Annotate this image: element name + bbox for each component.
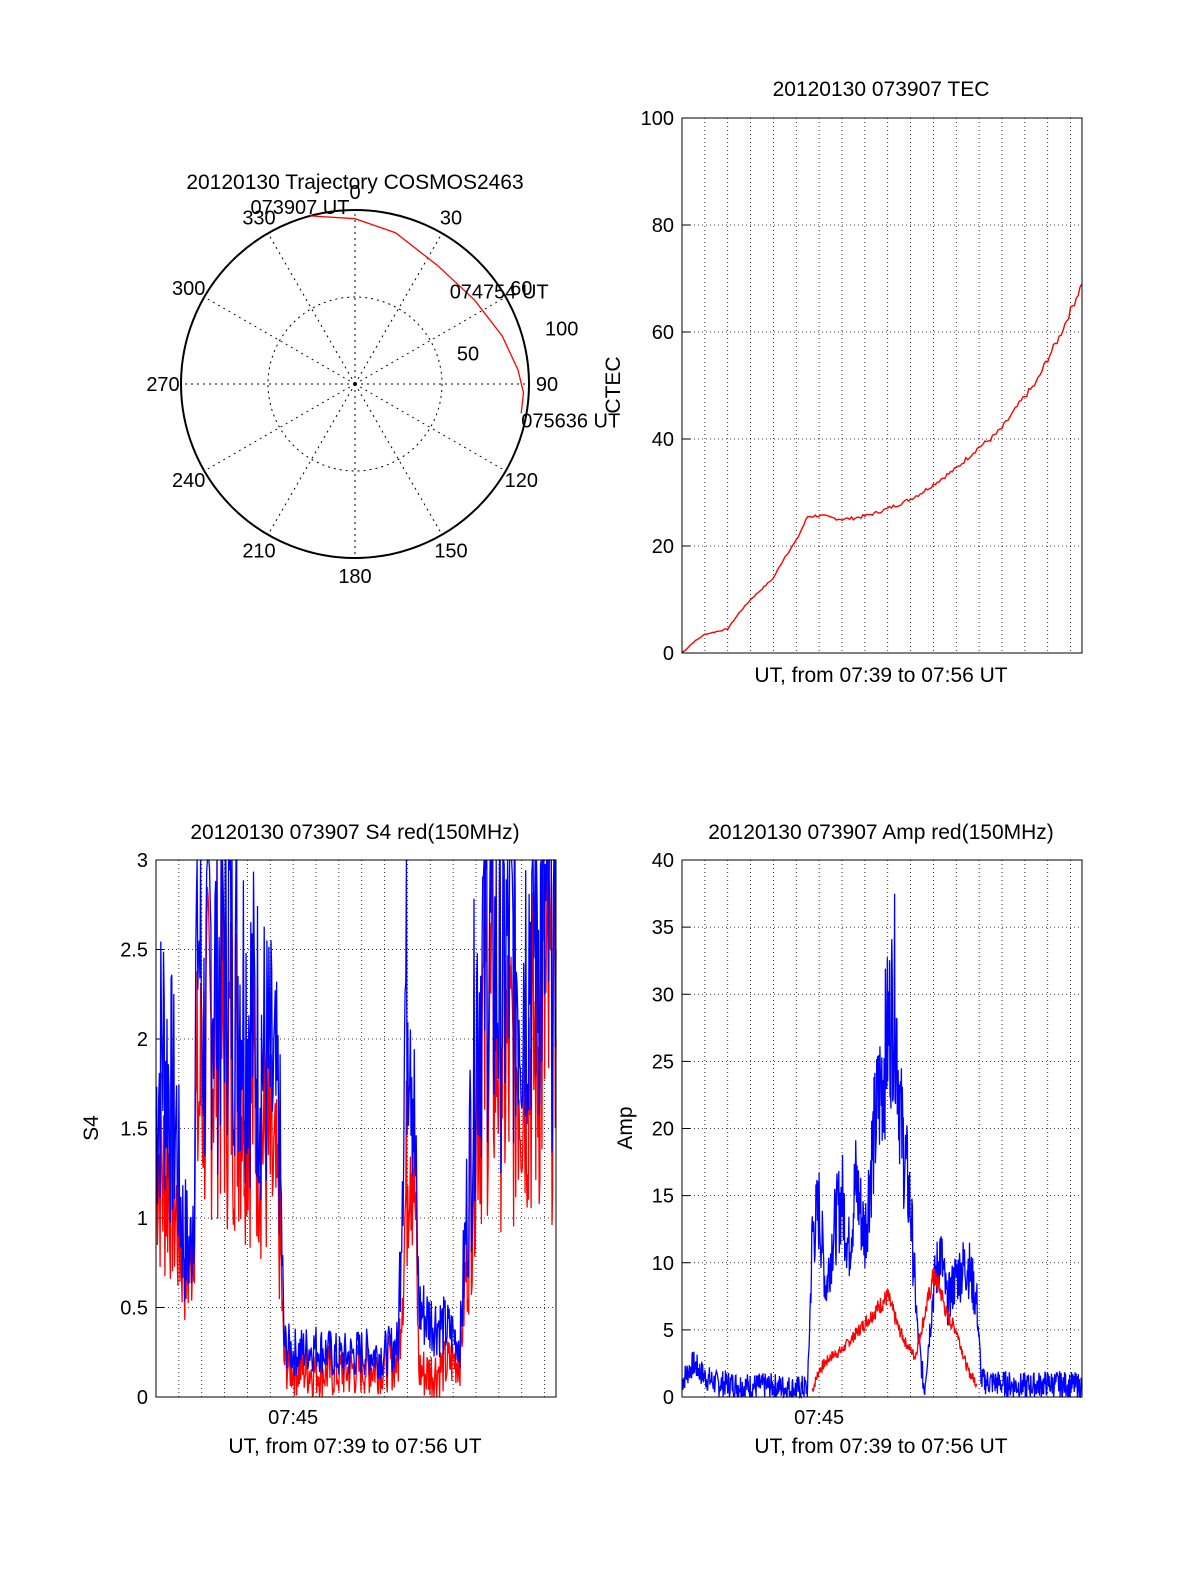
polar-radial-label-100: 100 [545, 319, 578, 341]
polar-azimuth-label-120: 120 [505, 470, 538, 492]
polar-radial-label-50: 50 [457, 344, 479, 366]
polar-inner-ring [267, 296, 443, 472]
tec-grid [682, 118, 1082, 653]
polar-azimuth-label-0: 0 [349, 182, 360, 204]
polar-spoke-210 [267, 383, 356, 535]
y-tick-label: 60 [652, 322, 674, 344]
polar-outer-ring [180, 209, 530, 559]
y-tick-label: 100 [641, 108, 674, 130]
s4-panel: 20120130 073907 S4 red(150MHz) 0 0.5 1 1.5 2… [80, 821, 557, 1458]
s4-xlabel: UT, from 07:39 to 07:56 UT [228, 1435, 481, 1458]
polar-azimuth-label-60: 60 [510, 278, 532, 300]
tec-ylabel: CTEC [602, 356, 625, 413]
s4-x-ticks: 07:45 [268, 1407, 318, 1429]
amp-frame [681, 859, 1083, 1398]
x-tick-label: 07:45 [268, 1407, 318, 1429]
polar-azimuth-label-180: 180 [338, 566, 371, 588]
y-tick-label: 40 [652, 429, 674, 451]
polar-spoke-150 [354, 383, 443, 535]
polar-azimuth-labels: 0 30 60 90 120 150 180 210 240 270 300 330 [146, 182, 558, 588]
amp-xlabel: UT, from 07:39 to 07:56 UT [754, 1435, 1007, 1458]
amp-red-series-line [811, 1268, 978, 1392]
y-tick-label: 25 [652, 1051, 674, 1073]
trajectory-annotations: 073907 UT 074754 UT 075636 UT [250, 197, 620, 432]
trajectory-annotation-2: 075636 UT [521, 410, 620, 432]
y-tick-label: 20 [652, 1119, 674, 1141]
y-tick-label: 15 [652, 1186, 674, 1208]
s4-y-ticks: 0 0.5 1 1.5 2 2.5 3 [120, 850, 164, 1409]
y-tick-label: 0 [663, 1387, 674, 1409]
s4-frame [155, 859, 557, 1398]
polar-azimuth-label-270: 270 [146, 374, 179, 396]
y-tick-label: 20 [652, 536, 674, 558]
polar-azimuth-label-210: 210 [242, 540, 275, 562]
y-tick-label: 0.5 [120, 1298, 148, 1320]
polar-spoke-30 [354, 233, 443, 385]
amp-y-ticks: 0 5 10 15 20 25 30 35 40 [652, 850, 690, 1409]
y-tick-label: 10 [652, 1253, 674, 1275]
polar-spoke-120 [354, 383, 506, 472]
y-tick-label: 0 [137, 1387, 148, 1409]
y-tick-label: 30 [652, 984, 674, 1006]
y-tick-label: 3 [137, 850, 148, 872]
polar-radial-labels: 50 100 [457, 319, 579, 366]
trajectory-annotation-1: 074754 UT [450, 281, 549, 303]
x-tick-label: 07:45 [794, 1407, 844, 1429]
amp-title: 20120130 073907 Amp red(150MHz) [708, 821, 1054, 844]
s4-red-series-line [155, 859, 557, 1398]
polar-spoke-240 [204, 383, 356, 472]
y-tick-label: 2 [137, 1029, 148, 1051]
amp-panel: 20120130 073907 Amp red(150MHz) 0 5 10 15 20… [614, 821, 1083, 1458]
s4-ylabel: S4 [80, 1115, 103, 1141]
polar-azimuth-label-330: 330 [242, 208, 275, 230]
polar-azimuth-label-30: 30 [440, 208, 462, 230]
polar-spoke-60 [354, 296, 506, 385]
polar-azimuth-label-90: 90 [536, 374, 558, 396]
y-tick-label: 40 [652, 850, 674, 872]
trajectory-annotation-0: 073907 UT [250, 197, 349, 219]
polar-azimuth-label-150: 150 [434, 540, 467, 562]
y-tick-label: 80 [652, 215, 674, 237]
y-tick-label: 2.5 [120, 940, 148, 962]
polar-spoke-300 [204, 296, 356, 385]
trajectory-line [309, 215, 525, 414]
s4-blue-series-line [155, 859, 557, 1379]
y-tick-label: 5 [663, 1320, 674, 1342]
amp-x-ticks: 07:45 [794, 1407, 844, 1429]
s4-title: 20120130 073907 S4 red(150MHz) [190, 821, 519, 844]
tec-title: 20120130 073907 TEC [773, 78, 990, 101]
amp-blue-series-line [681, 893, 1083, 1400]
tec-frame [681, 117, 1083, 654]
polar-spoke-330 [267, 233, 356, 385]
y-tick-label: 0 [663, 643, 674, 665]
y-tick-label: 35 [652, 917, 674, 939]
tec-xlabel: UT, from 07:39 to 07:56 UT [754, 664, 1007, 687]
polar-title: 20120130 Trajectory COSMOS2463 [186, 171, 523, 194]
polar-azimuth-label-300: 300 [172, 278, 205, 300]
tec-y-ticks: 0 20 40 60 80 100 [641, 108, 690, 665]
polar-grid [180, 209, 530, 559]
polar-azimuth-label-240: 240 [172, 470, 205, 492]
polar-panel: 20120130 Trajectory COSMOS2463 0 30 60 90 12… [146, 171, 620, 588]
amp-ylabel: Amp [614, 1106, 637, 1149]
y-tick-label: 1.5 [120, 1119, 148, 1141]
y-tick-label: 1 [137, 1208, 148, 1230]
tec-panel: 20120130 073907 TEC 0 20 40 60 80 100 UT, fro… [602, 78, 1083, 687]
tec-series-line [681, 283, 1083, 654]
